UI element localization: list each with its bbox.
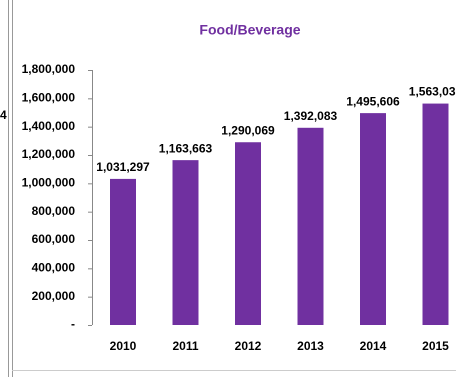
x-tick-label: 2013 bbox=[297, 339, 324, 353]
y-tick-label: 600,000 bbox=[32, 232, 76, 246]
x-tick-label: 2010 bbox=[110, 339, 137, 353]
chart-title: Food/Beverage bbox=[199, 22, 300, 38]
y-tick-label: 1,600,000 bbox=[22, 91, 76, 105]
bar bbox=[172, 160, 199, 325]
x-tick-label: 2012 bbox=[235, 339, 262, 353]
y-tick-label: 1,200,000 bbox=[22, 147, 76, 161]
x-tick-label: 2011 bbox=[172, 339, 198, 353]
bar bbox=[360, 113, 386, 325]
x-tick-label: 2015 bbox=[422, 339, 449, 353]
y-tick-label: 1,400,000 bbox=[22, 119, 76, 133]
y-tick-label: 400,000 bbox=[32, 261, 76, 275]
bar bbox=[297, 127, 324, 325]
y-tick-label: 1,800,000 bbox=[22, 62, 76, 76]
value-label: 1,163,663 bbox=[159, 141, 213, 155]
bar bbox=[235, 142, 261, 325]
value-label: 1,495,606 bbox=[346, 94, 400, 108]
x-tick-label: 2014 bbox=[360, 339, 387, 353]
y-tick-label: - bbox=[71, 317, 75, 331]
value-label: 1,031,297 bbox=[96, 160, 150, 174]
y-tick-label: 200,000 bbox=[32, 289, 76, 303]
bar bbox=[110, 178, 136, 325]
y-tick-label: 1,000,000 bbox=[22, 176, 76, 190]
clipped-text: 4 bbox=[0, 108, 7, 122]
value-label: 1,392,083 bbox=[284, 109, 338, 123]
value-label: 1,563,030 bbox=[409, 85, 456, 99]
bar bbox=[422, 103, 449, 326]
y-tick-label: 800,000 bbox=[32, 204, 76, 218]
value-label: 1,290,069 bbox=[221, 123, 275, 137]
